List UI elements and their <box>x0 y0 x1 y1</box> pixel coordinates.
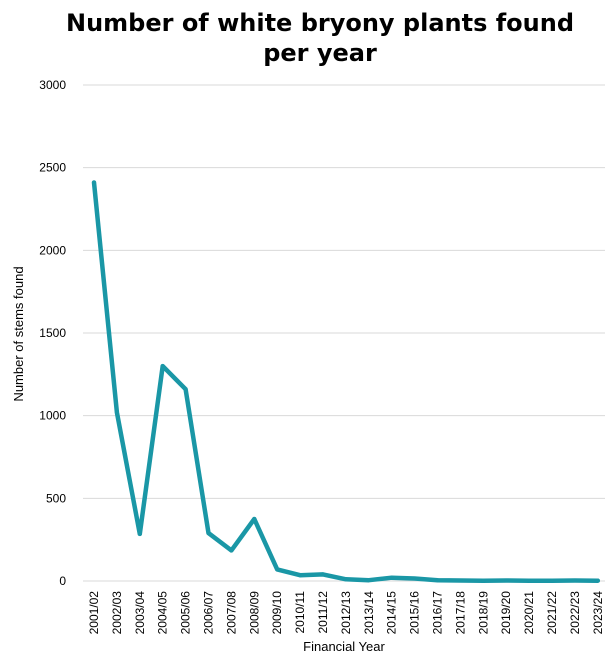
data-point <box>389 575 394 580</box>
x-tick-label: 2010/11 <box>293 591 307 634</box>
series-line <box>91 180 601 583</box>
x-tick-label: 2005/06 <box>179 591 193 635</box>
gridlines <box>83 84 605 582</box>
x-tick-label: 2014/15 <box>385 591 399 635</box>
y-tick-label: 1500 <box>39 326 66 340</box>
x-tick-label: 2020/21 <box>522 591 536 635</box>
x-tick-label: 2012/13 <box>339 591 353 635</box>
data-point <box>114 410 119 415</box>
data-point <box>252 517 257 521</box>
data-point <box>550 578 554 583</box>
data-point <box>275 567 280 572</box>
x-tick-label: 2013/14 <box>362 591 376 635</box>
data-point <box>572 578 577 583</box>
data-point <box>321 572 325 577</box>
y-axis-ticks: 0 500 1000 1500 2000 2500 3000 <box>39 78 66 588</box>
x-tick-label: 2001/02 <box>87 591 101 635</box>
data-point <box>412 576 417 581</box>
data-point <box>458 578 463 583</box>
y-tick-label: 2000 <box>39 243 66 257</box>
data-point <box>160 364 165 369</box>
x-tick-label: 2002/03 <box>110 591 124 635</box>
x-tick-label: 2022/23 <box>568 591 582 635</box>
x-tick-label: 2007/08 <box>224 591 238 635</box>
chart-title: Number of white bryony plants found per … <box>65 9 575 67</box>
data-point <box>527 578 532 583</box>
y-axis-title: Number of stems found <box>11 266 26 401</box>
data-point <box>229 548 234 553</box>
series-points <box>92 180 600 583</box>
x-tick-label: 2018/19 <box>476 591 490 635</box>
x-tick-label: 2009/10 <box>270 591 284 635</box>
x-tick-label: 2011/12 <box>316 591 330 634</box>
data-point <box>137 531 142 536</box>
x-axis-title: Financial Year <box>303 639 385 654</box>
x-axis-ticks: 2001/02 2002/03 2003/04 2004/05 2005/06 2006/… <box>87 591 605 635</box>
x-tick-label: 2021/22 <box>545 591 559 635</box>
data-point <box>206 531 211 536</box>
data-point <box>92 180 96 185</box>
data-point <box>504 578 509 583</box>
data-point <box>298 573 303 578</box>
x-tick-label: 2015/16 <box>408 591 422 635</box>
data-point <box>366 578 371 583</box>
x-tick-label: 2006/07 <box>202 591 216 635</box>
x-tick-label: 2019/20 <box>499 591 513 635</box>
x-tick-label: 2008/09 <box>247 591 261 635</box>
y-tick-label: 1000 <box>39 409 66 423</box>
y-tick-label: 3000 <box>39 78 66 92</box>
x-tick-label: 2016/17 <box>431 591 445 635</box>
x-tick-label: 2017/18 <box>453 591 467 635</box>
x-tick-label: 2023/24 <box>591 591 605 635</box>
data-point <box>183 387 188 392</box>
data-point <box>343 577 348 582</box>
data-point <box>481 578 486 583</box>
x-tick-label: 2004/05 <box>156 591 170 635</box>
x-tick-label: 2003/04 <box>133 591 147 635</box>
y-tick-label: 0 <box>59 574 66 588</box>
data-point <box>435 578 440 583</box>
y-tick-label: 2500 <box>39 161 66 175</box>
data-point <box>595 578 600 583</box>
y-tick-label: 500 <box>46 491 66 505</box>
